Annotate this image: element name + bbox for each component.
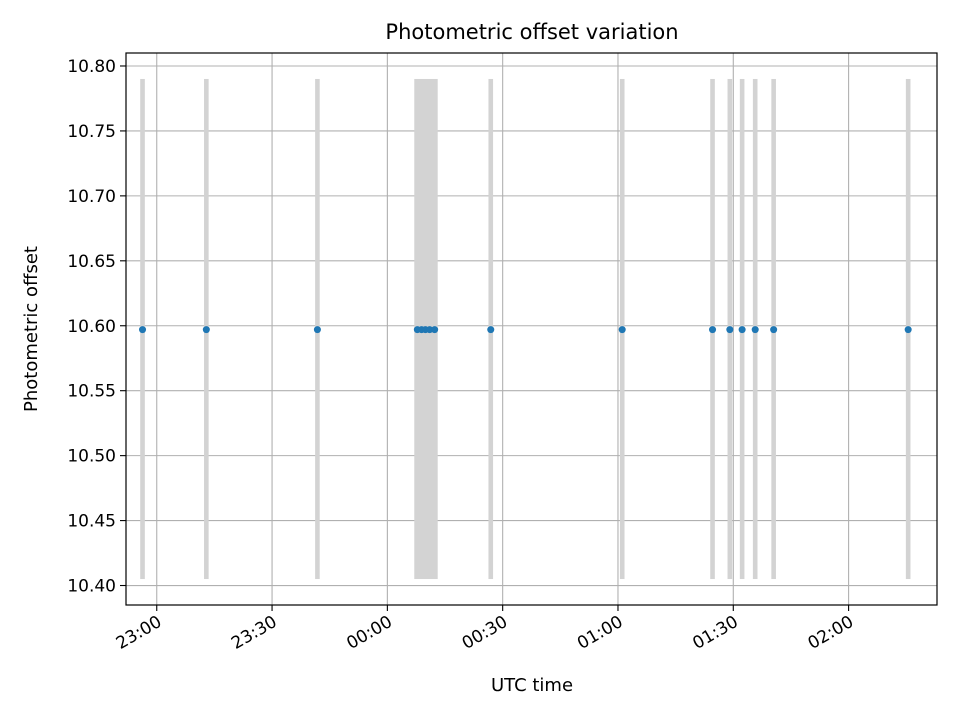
y-tick-label: 10.40 <box>67 577 116 597</box>
y-tick-label: 10.45 <box>67 512 116 532</box>
chart-title: Photometric offset variation <box>385 20 678 44</box>
y-tick-label: 10.65 <box>67 252 116 272</box>
y-tick-label: 10.75 <box>67 122 116 142</box>
data-point <box>904 326 912 334</box>
data-point <box>770 326 778 334</box>
y-tick-label: 10.50 <box>67 447 116 467</box>
data-point <box>431 326 439 334</box>
x-axis-label: UTC time <box>491 675 573 696</box>
y-axis-label: Photometric offset <box>21 246 42 412</box>
y-axis-ticks: 10.40 10.45 10.50 10.55 10.60 10.65 10.70 10.75… <box>67 57 126 597</box>
plot-frame <box>125 52 938 606</box>
data-point <box>709 326 717 334</box>
data-point <box>139 326 147 334</box>
data-point <box>726 326 734 334</box>
data-point <box>313 326 321 334</box>
data-point <box>738 326 746 334</box>
data-point <box>487 326 495 334</box>
y-tick-label: 10.60 <box>67 317 116 337</box>
data-point <box>751 326 759 334</box>
y-tick-label: 10.70 <box>67 187 116 207</box>
y-tick-label: 10.80 <box>67 57 116 77</box>
data-point <box>426 326 434 334</box>
y-tick-label: 10.55 <box>67 382 116 402</box>
grid <box>126 53 937 605</box>
data-points <box>139 326 912 334</box>
data-point <box>618 326 626 334</box>
data-point <box>202 326 210 334</box>
